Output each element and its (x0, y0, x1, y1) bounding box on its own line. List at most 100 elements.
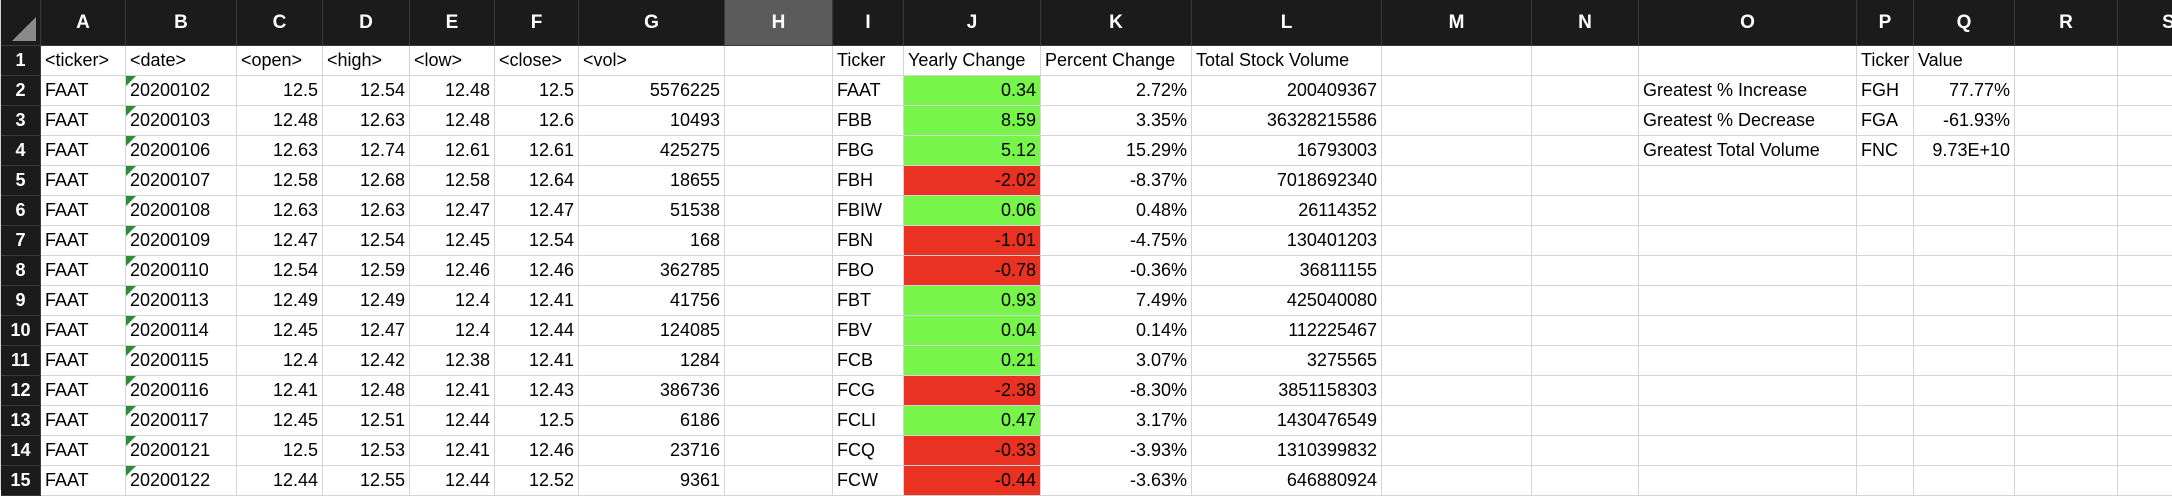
cell-k8[interactable]: -0.36% (1041, 256, 1192, 286)
cell-n4[interactable] (1532, 136, 1639, 166)
cell-k11[interactable]: 3.07% (1041, 346, 1192, 376)
cell-g2[interactable]: 5576225 (579, 76, 725, 106)
cell-b3[interactable]: 20200103 (126, 106, 237, 136)
column-header-r[interactable]: R (2015, 0, 2118, 46)
cell-m10[interactable] (1382, 316, 1532, 346)
cell-g10[interactable]: 124085 (579, 316, 725, 346)
cell-f4[interactable]: 12.61 (495, 136, 579, 166)
cell-g6[interactable]: 51538 (579, 196, 725, 226)
cell-g1[interactable]: <vol> (579, 46, 725, 76)
cell-g14[interactable]: 23716 (579, 436, 725, 466)
cell-i12[interactable]: FCG (833, 376, 904, 406)
cell-h5[interactable] (725, 166, 833, 196)
cell-n9[interactable] (1532, 286, 1639, 316)
cell-a10[interactable]: FAAT (41, 316, 126, 346)
cell-g7[interactable]: 168 (579, 226, 725, 256)
cell-c4[interactable]: 12.63 (237, 136, 323, 166)
row-header-11[interactable]: 11 (1, 346, 41, 376)
cell-e14[interactable]: 12.41 (410, 436, 495, 466)
cell-r12[interactable] (2015, 376, 2118, 406)
cell-b6[interactable]: 20200108 (126, 196, 237, 226)
cell-j15[interactable]: -0.44 (904, 466, 1041, 496)
cell-p3[interactable]: FGA (1857, 106, 1914, 136)
cell-m7[interactable] (1382, 226, 1532, 256)
cell-f10[interactable]: 12.44 (495, 316, 579, 346)
cell-p12[interactable] (1857, 376, 1914, 406)
cell-o1[interactable] (1639, 46, 1857, 76)
cell-g3[interactable]: 10493 (579, 106, 725, 136)
cell-d13[interactable]: 12.51 (323, 406, 410, 436)
cell-b14[interactable]: 20200121 (126, 436, 237, 466)
cell-n11[interactable] (1532, 346, 1639, 376)
cell-l1[interactable]: Total Stock Volume (1192, 46, 1382, 76)
cell-h13[interactable] (725, 406, 833, 436)
cell-l6[interactable]: 26114352 (1192, 196, 1382, 226)
cell-e2[interactable]: 12.48 (410, 76, 495, 106)
cell-g4[interactable]: 425275 (579, 136, 725, 166)
cell-c1[interactable]: <open> (237, 46, 323, 76)
cell-h12[interactable] (725, 376, 833, 406)
cell-i4[interactable]: FBG (833, 136, 904, 166)
cell-f7[interactable]: 12.54 (495, 226, 579, 256)
cell-b4[interactable]: 20200106 (126, 136, 237, 166)
cell-d7[interactable]: 12.54 (323, 226, 410, 256)
cell-f6[interactable]: 12.47 (495, 196, 579, 226)
cell-m3[interactable] (1382, 106, 1532, 136)
cell-l12[interactable]: 3851158303 (1192, 376, 1382, 406)
cell-b8[interactable]: 20200110 (126, 256, 237, 286)
cell-k10[interactable]: 0.14% (1041, 316, 1192, 346)
cell-d9[interactable]: 12.49 (323, 286, 410, 316)
cell-m5[interactable] (1382, 166, 1532, 196)
cell-o2[interactable]: Greatest % Increase (1639, 76, 1857, 106)
cell-s6[interactable] (2118, 196, 2172, 226)
column-header-o[interactable]: O (1639, 0, 1857, 46)
cell-j3[interactable]: 8.59 (904, 106, 1041, 136)
cell-j10[interactable]: 0.04 (904, 316, 1041, 346)
cell-l9[interactable]: 425040080 (1192, 286, 1382, 316)
column-header-a[interactable]: A (41, 0, 126, 46)
cell-d15[interactable]: 12.55 (323, 466, 410, 496)
cell-r5[interactable] (2015, 166, 2118, 196)
cell-r15[interactable] (2015, 466, 2118, 496)
cell-r8[interactable] (2015, 256, 2118, 286)
cell-r11[interactable] (2015, 346, 2118, 376)
cell-q5[interactable] (1914, 166, 2015, 196)
cell-k2[interactable]: 2.72% (1041, 76, 1192, 106)
cell-i9[interactable]: FBT (833, 286, 904, 316)
cell-f15[interactable]: 12.52 (495, 466, 579, 496)
cell-q7[interactable] (1914, 226, 2015, 256)
cell-e6[interactable]: 12.47 (410, 196, 495, 226)
cell-l13[interactable]: 1430476549 (1192, 406, 1382, 436)
cell-e9[interactable]: 12.4 (410, 286, 495, 316)
cell-b7[interactable]: 20200109 (126, 226, 237, 256)
cell-a7[interactable]: FAAT (41, 226, 126, 256)
cell-s13[interactable] (2118, 406, 2172, 436)
cell-i2[interactable]: FAAT (833, 76, 904, 106)
cell-s11[interactable] (2118, 346, 2172, 376)
cell-g12[interactable]: 386736 (579, 376, 725, 406)
cell-k7[interactable]: -4.75% (1041, 226, 1192, 256)
column-header-n[interactable]: N (1532, 0, 1639, 46)
cell-d14[interactable]: 12.53 (323, 436, 410, 466)
cell-h14[interactable] (725, 436, 833, 466)
cell-o5[interactable] (1639, 166, 1857, 196)
cell-e11[interactable]: 12.38 (410, 346, 495, 376)
cell-b11[interactable]: 20200115 (126, 346, 237, 376)
cell-n10[interactable] (1532, 316, 1639, 346)
cell-o12[interactable] (1639, 376, 1857, 406)
cell-j6[interactable]: 0.06 (904, 196, 1041, 226)
cell-c10[interactable]: 12.45 (237, 316, 323, 346)
row-header-13[interactable]: 13 (1, 406, 41, 436)
cell-q10[interactable] (1914, 316, 2015, 346)
cell-s5[interactable] (2118, 166, 2172, 196)
cell-d1[interactable]: <high> (323, 46, 410, 76)
cell-q1[interactable]: Value (1914, 46, 2015, 76)
cell-n1[interactable] (1532, 46, 1639, 76)
cell-p7[interactable] (1857, 226, 1914, 256)
row-header-6[interactable]: 6 (1, 196, 41, 226)
cell-e3[interactable]: 12.48 (410, 106, 495, 136)
cell-e1[interactable]: <low> (410, 46, 495, 76)
cell-f1[interactable]: <close> (495, 46, 579, 76)
cell-o11[interactable] (1639, 346, 1857, 376)
